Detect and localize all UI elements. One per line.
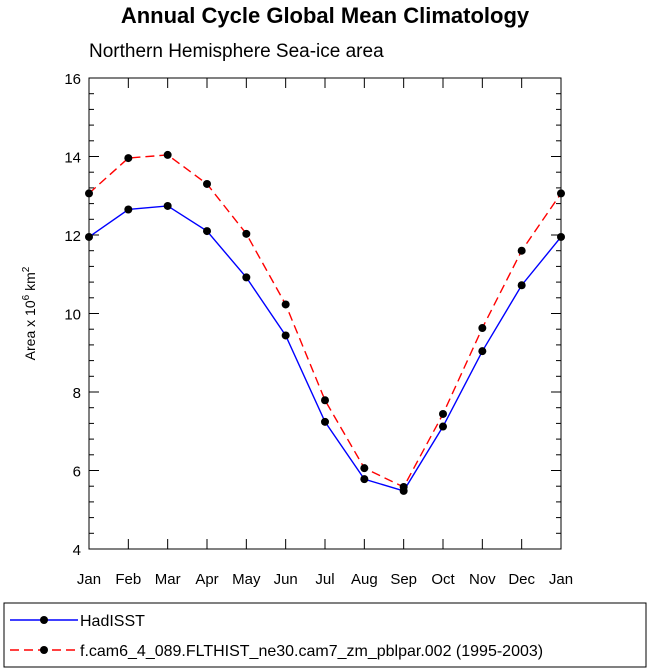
series-0-point bbox=[85, 232, 93, 241]
series-1-point bbox=[517, 246, 526, 255]
series-1-point bbox=[203, 179, 211, 188]
series-0-point bbox=[203, 227, 211, 236]
y-tick-label: 12 bbox=[64, 228, 81, 245]
x-tick-label: Mar bbox=[155, 571, 181, 588]
y-axis-label: Area x 106 km2 bbox=[21, 266, 38, 360]
series-1-point bbox=[399, 482, 408, 491]
legend-label-1: f.cam6_4_089.FLTHIST_ne30.cam7_zm_pblpar… bbox=[80, 643, 543, 660]
y-tick-label: 4 bbox=[73, 542, 81, 559]
x-tick-label: Apr bbox=[195, 571, 218, 588]
legend-marker-1 bbox=[40, 646, 48, 654]
x-tick-label: May bbox=[232, 571, 261, 588]
series-1-point bbox=[281, 300, 290, 309]
axis-ticks bbox=[88, 77, 562, 550]
series-1-point bbox=[557, 189, 565, 198]
series-1-point bbox=[439, 409, 447, 418]
x-tick-label: Jul bbox=[315, 571, 334, 588]
y-tick-label: 6 bbox=[73, 464, 81, 481]
series-0-point bbox=[124, 205, 133, 214]
series-1-point bbox=[478, 324, 487, 333]
series-1-point bbox=[242, 229, 251, 238]
y-tick-label: 10 bbox=[64, 307, 81, 324]
series-0-point bbox=[439, 422, 447, 431]
series-0-point bbox=[281, 331, 290, 340]
series-layer bbox=[85, 150, 565, 495]
x-tick-label: Aug bbox=[351, 571, 378, 588]
legend-marker-0 bbox=[40, 616, 48, 624]
x-tick-label: Jan bbox=[77, 571, 101, 588]
chart-title: Annual Cycle Global Mean Climatology bbox=[121, 3, 530, 28]
legend: HadISST f.cam6_4_089.FLTHIST_ne30.cam7_zm… bbox=[10, 613, 543, 660]
x-tick-label: Dec bbox=[508, 571, 535, 588]
series-1-point bbox=[163, 150, 172, 159]
series-0-point bbox=[242, 273, 251, 282]
series-0-point bbox=[163, 201, 172, 210]
series-0-point bbox=[321, 417, 329, 426]
legend-label-0: HadISST bbox=[80, 613, 145, 630]
series-0-point bbox=[557, 232, 565, 241]
series-0-point bbox=[517, 281, 526, 290]
series-0-point bbox=[360, 475, 369, 484]
series-1-point bbox=[360, 464, 369, 473]
y-tick-labels: 4 6 8 10 12 14 16 bbox=[64, 71, 81, 559]
x-tick-label: Feb bbox=[115, 571, 141, 588]
legend-box bbox=[3, 602, 647, 668]
y-tick-label: 16 bbox=[64, 71, 81, 88]
x-tick-label: Nov bbox=[469, 571, 496, 588]
series-0-point bbox=[478, 347, 487, 356]
series-1-point bbox=[321, 396, 329, 405]
x-tick-label: Sep bbox=[390, 571, 417, 588]
x-tick-label: Jan bbox=[549, 571, 573, 588]
x-tick-label: Oct bbox=[431, 571, 455, 588]
series-line-1 bbox=[88, 154, 562, 488]
y-tick-label: 8 bbox=[73, 385, 81, 402]
chart-subtitle: Northern Hemisphere Sea-ice area bbox=[89, 41, 384, 62]
series-1-point bbox=[85, 189, 93, 198]
series-1-point bbox=[124, 154, 133, 163]
x-tick-label: Jun bbox=[274, 571, 298, 588]
series-line-0 bbox=[88, 205, 562, 492]
y-tick-label: 14 bbox=[64, 150, 81, 167]
x-tick-labels: Jan Feb Mar Apr May Jun Jul Aug Sep Oct Nov Dec Jan bbox=[77, 571, 573, 588]
